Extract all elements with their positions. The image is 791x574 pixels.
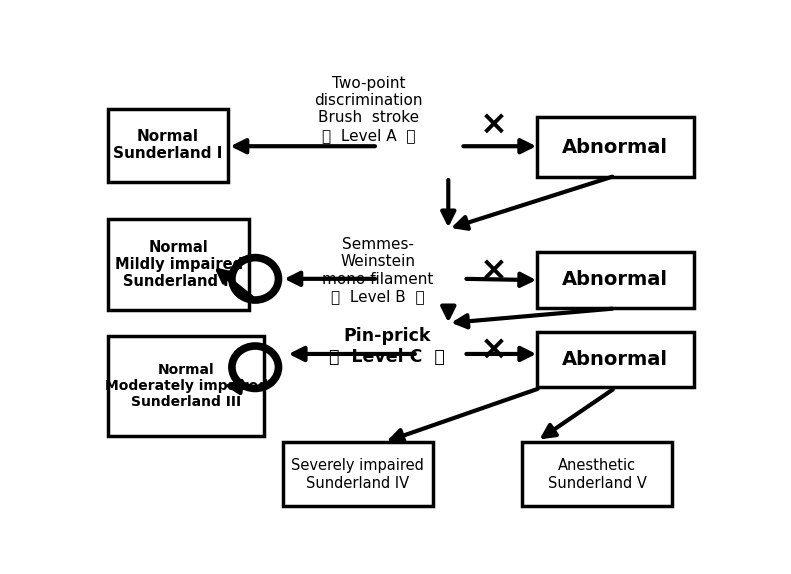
Text: Anesthetic
Sunderland V: Anesthetic Sunderland V <box>547 458 646 491</box>
Text: Severely impaired
Sunderland IV: Severely impaired Sunderland IV <box>291 458 424 491</box>
Text: Abnormal: Abnormal <box>562 270 668 289</box>
FancyBboxPatch shape <box>108 219 249 310</box>
Text: Normal
Moderately impaired
Sunderland III: Normal Moderately impaired Sunderland II… <box>104 363 267 409</box>
FancyBboxPatch shape <box>537 253 694 308</box>
FancyBboxPatch shape <box>537 332 694 387</box>
Text: ×: × <box>480 254 509 286</box>
FancyBboxPatch shape <box>108 336 264 436</box>
Text: Pin-prick
（  Level C  ）: Pin-prick （ Level C ） <box>329 327 445 366</box>
FancyBboxPatch shape <box>522 443 672 506</box>
Text: Two-point
discrimination
Brush  stroke
（  Level A  ）: Two-point discrimination Brush stroke （ … <box>314 76 423 143</box>
FancyBboxPatch shape <box>537 118 694 177</box>
Text: Semmes-
Weinstein
mono filament
（  Level B  ）: Semmes- Weinstein mono filament （ Level … <box>322 237 433 304</box>
FancyBboxPatch shape <box>283 443 433 506</box>
FancyBboxPatch shape <box>108 108 228 181</box>
Text: Normal
Mildly impaired
Sunderland II: Normal Mildly impaired Sunderland II <box>115 239 243 289</box>
Text: ×: × <box>480 333 509 366</box>
Text: ×: × <box>480 108 509 141</box>
Text: Normal
Sunderland I: Normal Sunderland I <box>113 129 222 161</box>
Text: Abnormal: Abnormal <box>562 138 668 157</box>
Text: Abnormal: Abnormal <box>562 350 668 369</box>
